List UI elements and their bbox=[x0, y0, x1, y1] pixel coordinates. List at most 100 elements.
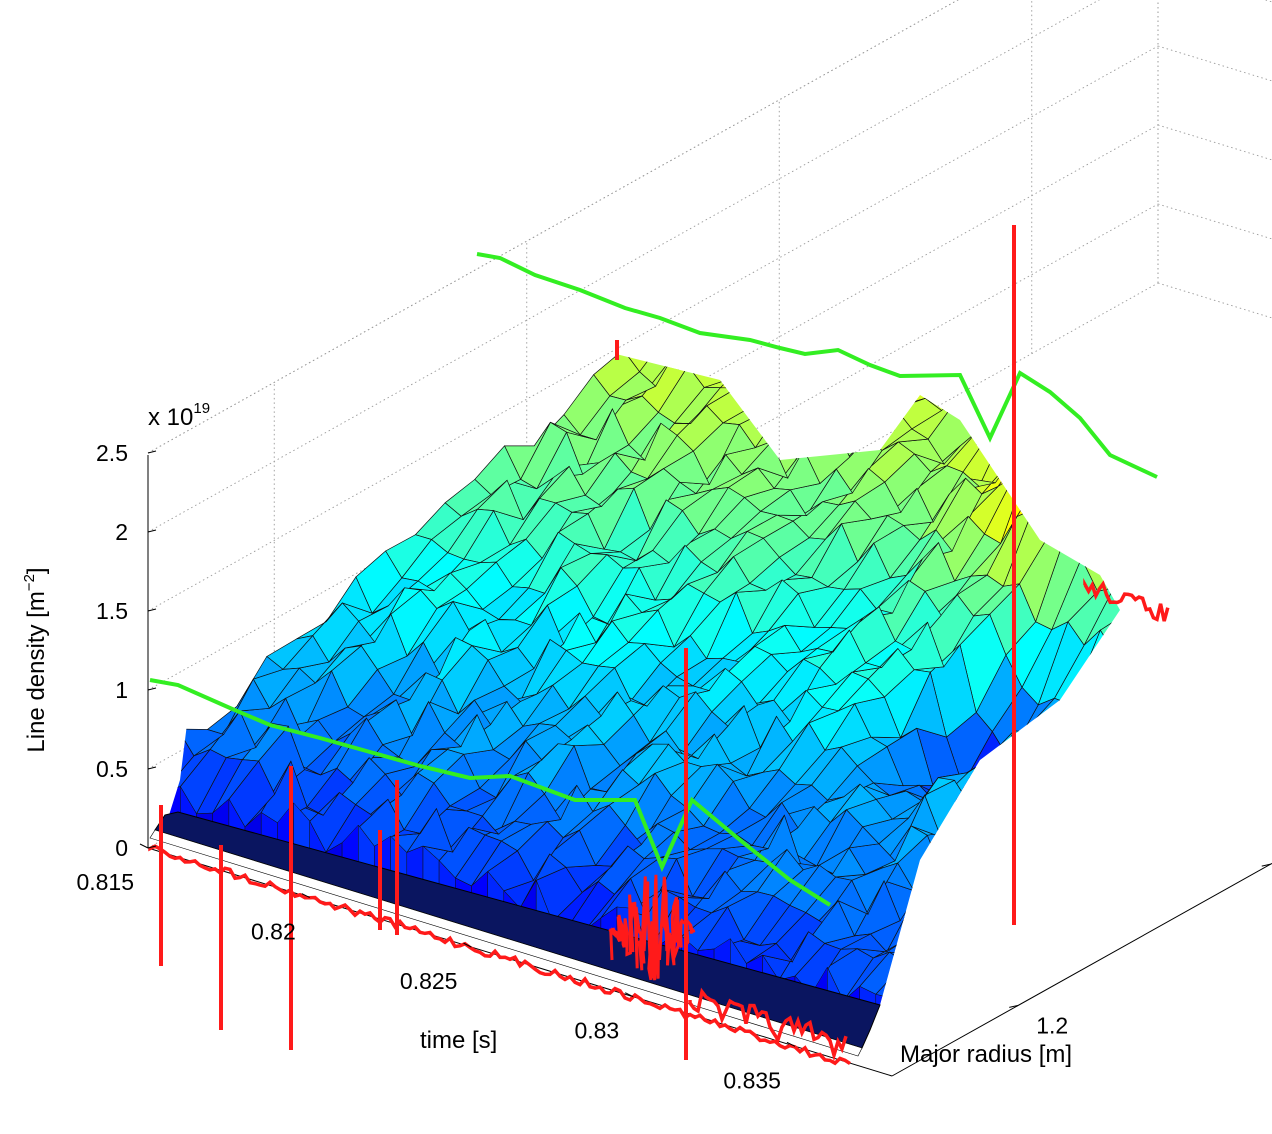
surface-patch bbox=[1184, 249, 1230, 291]
surface-patch bbox=[1200, 367, 1246, 436]
surface-patch bbox=[712, 240, 758, 289]
surface-patch bbox=[1241, 582, 1272, 637]
surface-patch bbox=[1085, 656, 1120, 685]
surface-patch bbox=[1150, 77, 1196, 114]
surface-patch bbox=[1246, 658, 1272, 701]
surface-patch bbox=[1023, 181, 1069, 246]
surface-patch bbox=[964, 902, 1012, 941]
surface-patch bbox=[998, 303, 1045, 327]
surface-patch bbox=[942, 153, 988, 214]
surface-patch bbox=[958, 155, 1004, 214]
surface-patch bbox=[963, 242, 1009, 275]
surface-patch bbox=[920, 81, 966, 115]
surface-patch bbox=[1099, 41, 1145, 64]
y-axis-line bbox=[891, 862, 1272, 1077]
surface-patch bbox=[758, 244, 804, 280]
surface-patch bbox=[986, 767, 1034, 814]
red-burst bbox=[608, 874, 696, 981]
surface-patch bbox=[760, 295, 808, 317]
surface-patch bbox=[1157, 748, 1203, 781]
surface-patch bbox=[919, 295, 967, 357]
surface-patch bbox=[1066, 141, 1112, 172]
surface-patch bbox=[1141, 455, 1187, 513]
surface-patch bbox=[1230, 238, 1272, 291]
surface-patch bbox=[1180, 79, 1226, 105]
surface-patch bbox=[1257, 586, 1272, 644]
surface-patch bbox=[1230, 367, 1272, 401]
surface-patch bbox=[926, 829, 974, 877]
surface-patch bbox=[1181, 658, 1227, 690]
surface-patch bbox=[1142, 132, 1188, 150]
surface-patch bbox=[1034, 122, 1080, 159]
surface-patch bbox=[873, 305, 921, 342]
z-tick-mark bbox=[147, 608, 157, 612]
surface-patch bbox=[1157, 296, 1203, 325]
surface-patch bbox=[1228, 199, 1272, 254]
red-trace-tail bbox=[688, 987, 848, 1062]
surface-patch bbox=[1216, 397, 1262, 442]
surface-patch bbox=[1160, 315, 1206, 344]
surface-patch bbox=[1048, 489, 1096, 537]
surface-patch bbox=[1080, 779, 1120, 806]
y-tick-labels: 0.911.11.2 bbox=[1009, 863, 1271, 1038]
surface-patch bbox=[912, 180, 958, 235]
surface-patch bbox=[1149, 209, 1195, 269]
surface-patch bbox=[1144, 146, 1190, 186]
x-tick-label: 0.82 bbox=[251, 919, 296, 945]
x-tick-label: 0.815 bbox=[76, 869, 134, 895]
surface-patch bbox=[1201, 104, 1247, 135]
surface-patch bbox=[1219, 469, 1265, 516]
surface-patch bbox=[1227, 634, 1272, 669]
surface-skirt bbox=[859, 985, 877, 1005]
surface-patch bbox=[1258, 118, 1272, 128]
surface-patch bbox=[910, 167, 956, 199]
surface-patch bbox=[1174, 296, 1220, 344]
surface-patch bbox=[1135, 658, 1181, 713]
surface-patch bbox=[1231, 101, 1272, 145]
surface-patch bbox=[768, 377, 816, 411]
surface-patch bbox=[1257, 308, 1272, 333]
surface-patch bbox=[869, 234, 915, 284]
surface-patch bbox=[1149, 305, 1195, 348]
surface-patch bbox=[1190, 149, 1236, 160]
surface-patch bbox=[882, 202, 928, 244]
surface-patch bbox=[1247, 260, 1272, 296]
z-tick-label: 2 bbox=[115, 519, 128, 545]
surface-patch bbox=[1133, 193, 1179, 222]
surface-patch bbox=[1168, 249, 1214, 286]
surface-patch bbox=[1260, 101, 1272, 147]
surface-patch bbox=[1152, 305, 1198, 369]
surface-patch bbox=[929, 845, 977, 901]
surface-patch bbox=[1087, 218, 1133, 266]
surface-patch bbox=[1055, 198, 1101, 249]
surface-skirt bbox=[827, 967, 844, 1005]
surface-patch bbox=[986, 358, 1035, 390]
surface-patch bbox=[1095, 317, 1120, 359]
surface-patch bbox=[837, 225, 883, 267]
surface-patch bbox=[1032, 489, 1080, 536]
surface-patch bbox=[1166, 102, 1212, 114]
surface-patch bbox=[1002, 771, 1050, 814]
surface-patch bbox=[1059, 383, 1107, 424]
surface-patch bbox=[1120, 221, 1166, 280]
surface-patch bbox=[1249, 465, 1272, 485]
surface-patch bbox=[806, 295, 854, 303]
surface-patch bbox=[784, 382, 832, 432]
surface-patch bbox=[1216, 698, 1262, 737]
surface-patch bbox=[1115, 56, 1161, 90]
surface-patch bbox=[1144, 321, 1190, 343]
surface-patch bbox=[864, 188, 910, 214]
surface-patch bbox=[1244, 224, 1272, 238]
grid-line-z bbox=[147, 203, 1159, 770]
surface-patch bbox=[1139, 99, 1185, 140]
surface-patch bbox=[979, 242, 1025, 275]
surface-patch bbox=[1138, 690, 1184, 737]
surface-patch bbox=[889, 307, 937, 363]
surface-patch bbox=[903, 295, 950, 312]
surface-patch bbox=[1182, 91, 1228, 105]
surface-patch bbox=[1123, 82, 1169, 118]
surface-patch bbox=[939, 115, 985, 169]
surface-patch bbox=[798, 360, 845, 383]
surface-patch bbox=[977, 878, 1026, 920]
surface-patch bbox=[1089, 295, 1120, 315]
